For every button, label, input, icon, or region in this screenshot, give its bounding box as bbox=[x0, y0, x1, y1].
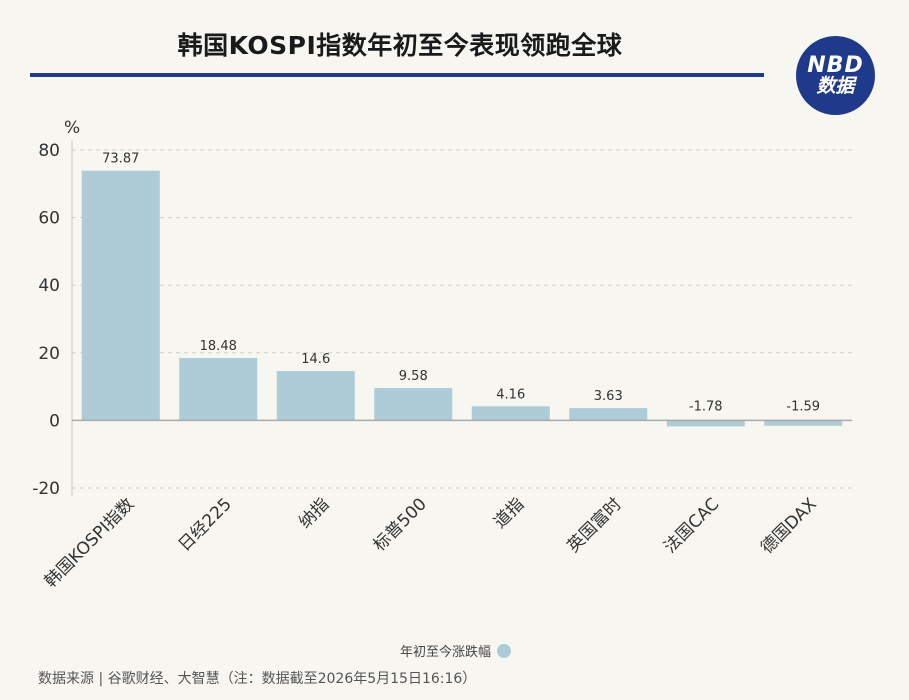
y-tick-label: 80 bbox=[38, 141, 60, 161]
chart-title: 韩国KOSPI指数年初至今表现领跑全球 bbox=[177, 31, 623, 60]
source-note: 数据来源 | 谷歌财经、大智慧（注：数据截至2026年5月15日16:16） bbox=[38, 671, 477, 687]
x-tick-label: 标普500 bbox=[370, 494, 431, 555]
y-tick-label: 40 bbox=[38, 276, 60, 296]
data-label: 4.16 bbox=[496, 387, 525, 402]
bar-chart: %80 60 40 20 0 -20 73.87 韩国KOSPI指数 18.48 日经225 14.… bbox=[32, 118, 852, 592]
x-tick-label: 道指 bbox=[490, 494, 528, 532]
x-tick-label: 纳指 bbox=[295, 494, 333, 532]
data-label: 3.63 bbox=[594, 389, 623, 404]
title-underline bbox=[30, 73, 764, 77]
y-tick-label: 20 bbox=[38, 344, 60, 364]
data-label: 14.6 bbox=[301, 352, 330, 367]
legend: 年初至今涨跌幅 bbox=[400, 641, 512, 660]
data-label: -1.59 bbox=[786, 399, 820, 414]
x-tick-label: 日经225 bbox=[175, 494, 236, 555]
bar bbox=[374, 388, 453, 421]
nbd-logo: NBD 数据 bbox=[796, 36, 875, 115]
x-tick-label: 韩国KOSPI指数 bbox=[41, 494, 138, 591]
bar bbox=[276, 371, 355, 421]
data-label: 9.58 bbox=[399, 369, 428, 384]
y-tick-label: 60 bbox=[38, 209, 60, 229]
x-tick-label: 英国富时 bbox=[564, 494, 626, 556]
y-tick-label: 0 bbox=[49, 411, 60, 431]
logo-text-data: 数据 bbox=[816, 75, 855, 98]
x-tick-label: 法国CAC bbox=[660, 494, 723, 557]
data-label: 18.48 bbox=[200, 339, 237, 354]
bar bbox=[764, 420, 843, 426]
bar bbox=[666, 420, 745, 427]
bar bbox=[569, 408, 648, 421]
x-tick-label: 德国DAX bbox=[757, 494, 821, 558]
legend-swatch bbox=[497, 643, 512, 658]
legend-label: 年初至今涨跌幅 bbox=[400, 645, 492, 660]
data-label: -1.78 bbox=[689, 399, 723, 414]
bar bbox=[471, 406, 550, 421]
bar bbox=[81, 170, 160, 421]
logo-text-nbd: NBD bbox=[807, 52, 864, 78]
y-tick-label: -20 bbox=[32, 479, 60, 499]
data-label: 73.87 bbox=[102, 152, 139, 167]
bar bbox=[179, 357, 258, 421]
y-axis-unit: % bbox=[64, 118, 80, 138]
